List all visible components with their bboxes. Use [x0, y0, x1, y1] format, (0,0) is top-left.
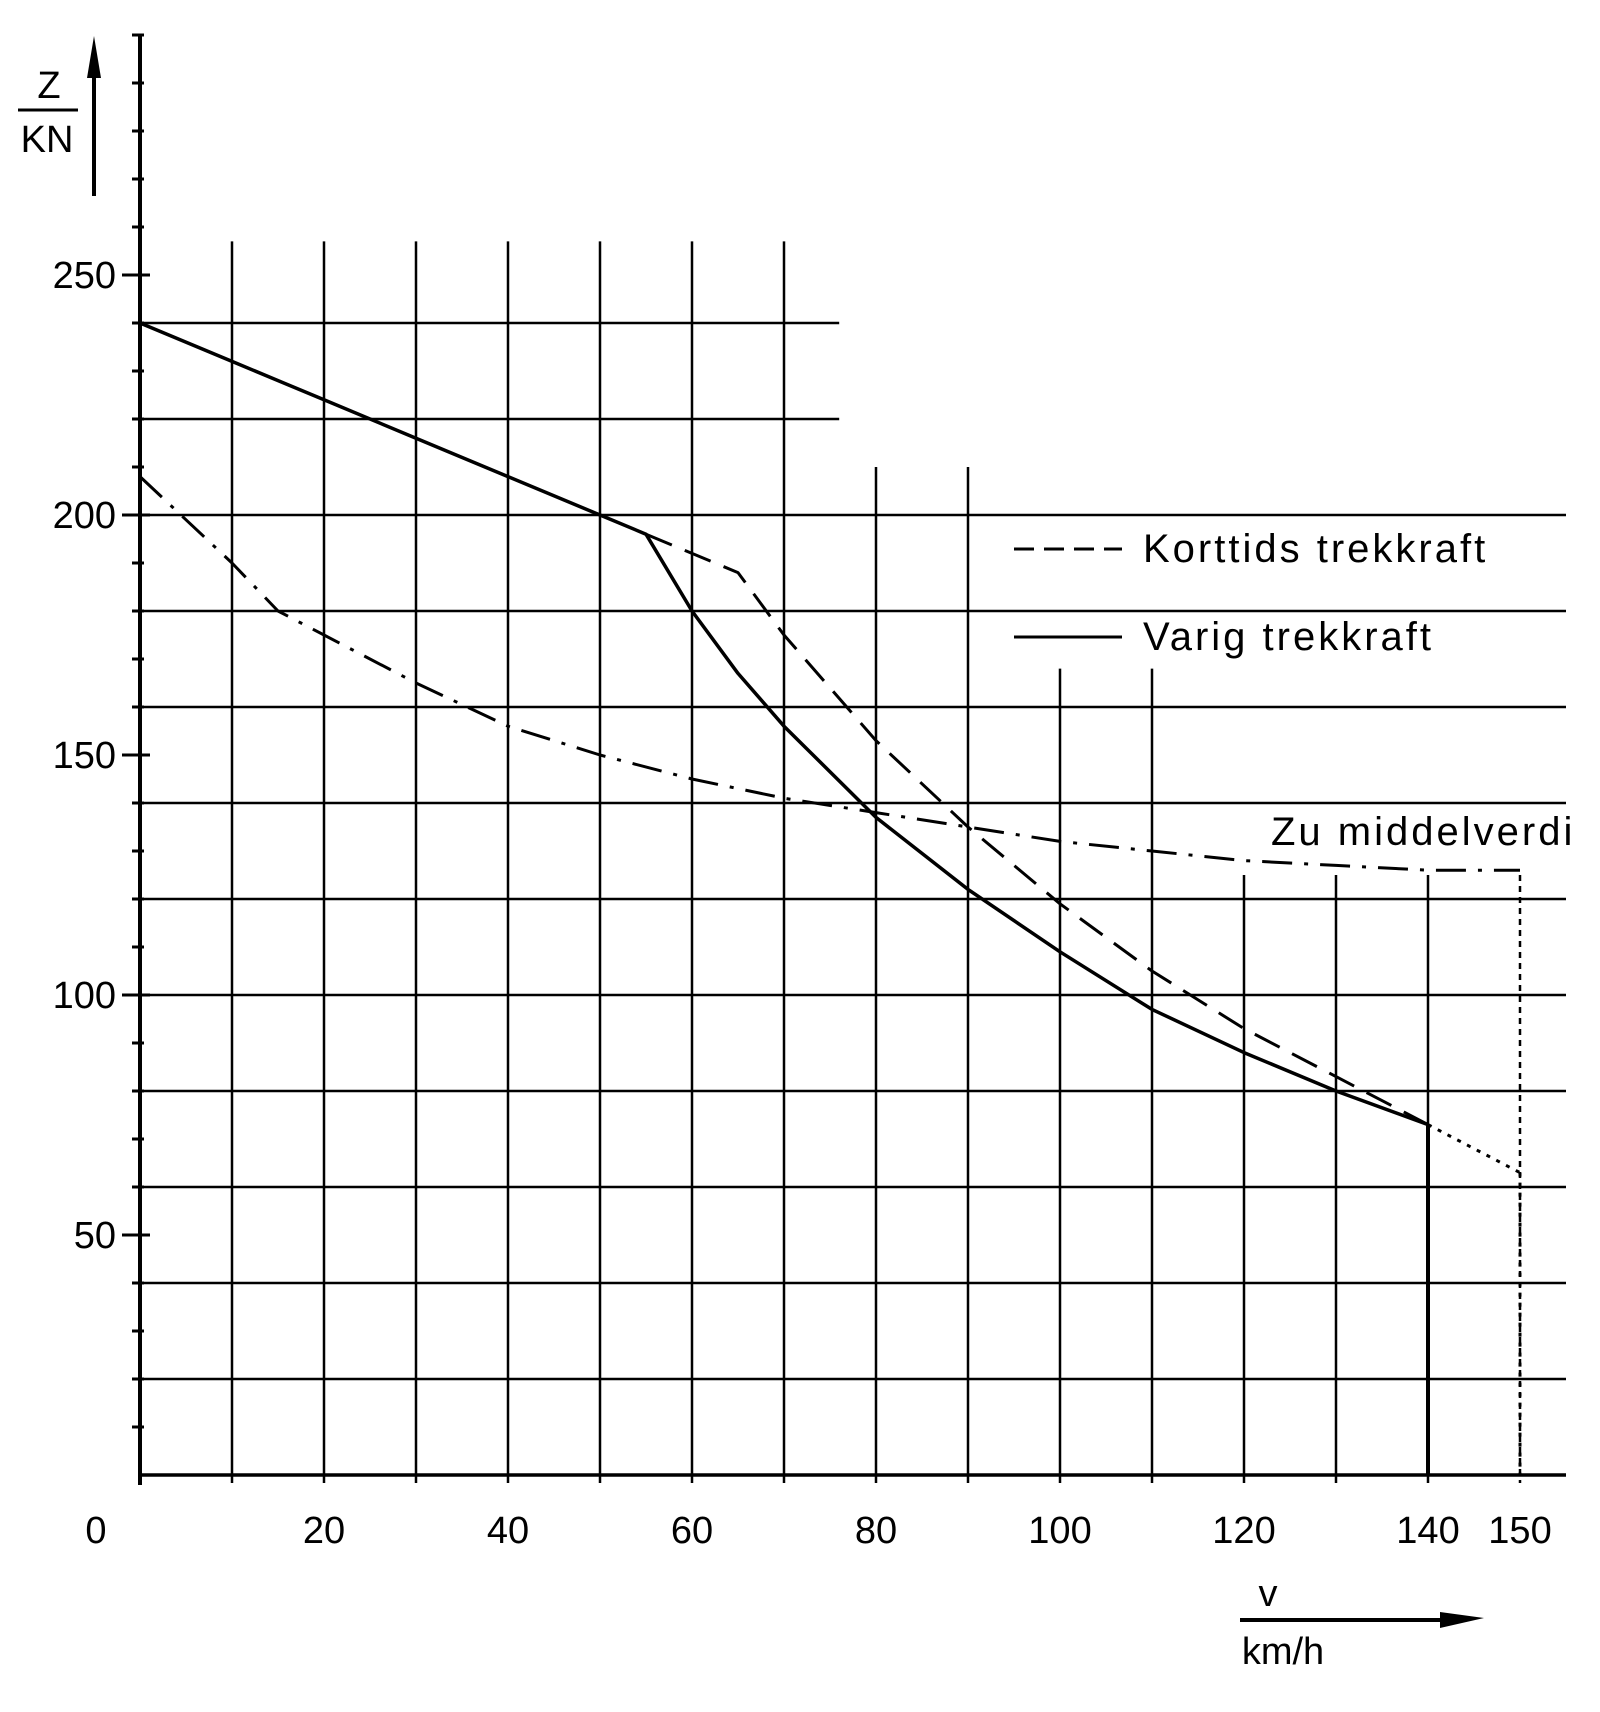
x-tick-label: 80 [855, 1510, 897, 1552]
axes [122, 33, 1566, 1485]
series-line-solid [139, 321, 1429, 1127]
x-tick-label: 140 [1396, 1510, 1459, 1552]
y-tick-label: 200 [53, 495, 116, 537]
x-tick-label: 20 [303, 1510, 345, 1552]
x-axis-symbol: v [1259, 1573, 1278, 1615]
legend-label-varig: Varig trekkraft [1143, 615, 1434, 659]
x-tick-label: 0 [85, 1510, 106, 1552]
tick-labels: 50 100 150 200 250 0 20 40 60 80 100 120 140 150 [53, 255, 1552, 1552]
annotation-zu-middelverdi: Zu middelverdi [1271, 810, 1575, 854]
series-line-dash-dot [138, 475, 1520, 872]
x-tick-label: 100 [1028, 1510, 1091, 1552]
series-line-dashed [645, 532, 1429, 1126]
series [138, 321, 1522, 1475]
y-tick-label: 100 [53, 975, 116, 1017]
x-axis-arrow-head [1440, 1612, 1484, 1628]
x-tick-label: 120 [1212, 1510, 1275, 1552]
y-axis-symbol: Z [37, 65, 60, 107]
x-tick-label: 150 [1488, 1510, 1551, 1552]
y-axis-arrow-head [87, 36, 101, 78]
legend-label-korttids: Korttids trekkraft [1143, 527, 1488, 571]
grid [140, 241, 1566, 1483]
x-axis-unit: km/h [1242, 1631, 1324, 1673]
legend: Korttids trekkraft Varig trekkraft [1014, 527, 1488, 659]
y-tick-label: 150 [53, 735, 116, 777]
x-tick-label: 40 [487, 1510, 529, 1552]
x-tick-label: 60 [671, 1510, 713, 1552]
series-line-dotted [1427, 1123, 1521, 1174]
y-axis-unit: KN [21, 119, 74, 161]
y-tick-label: 250 [53, 255, 116, 297]
y-tick-label: 50 [74, 1215, 116, 1257]
